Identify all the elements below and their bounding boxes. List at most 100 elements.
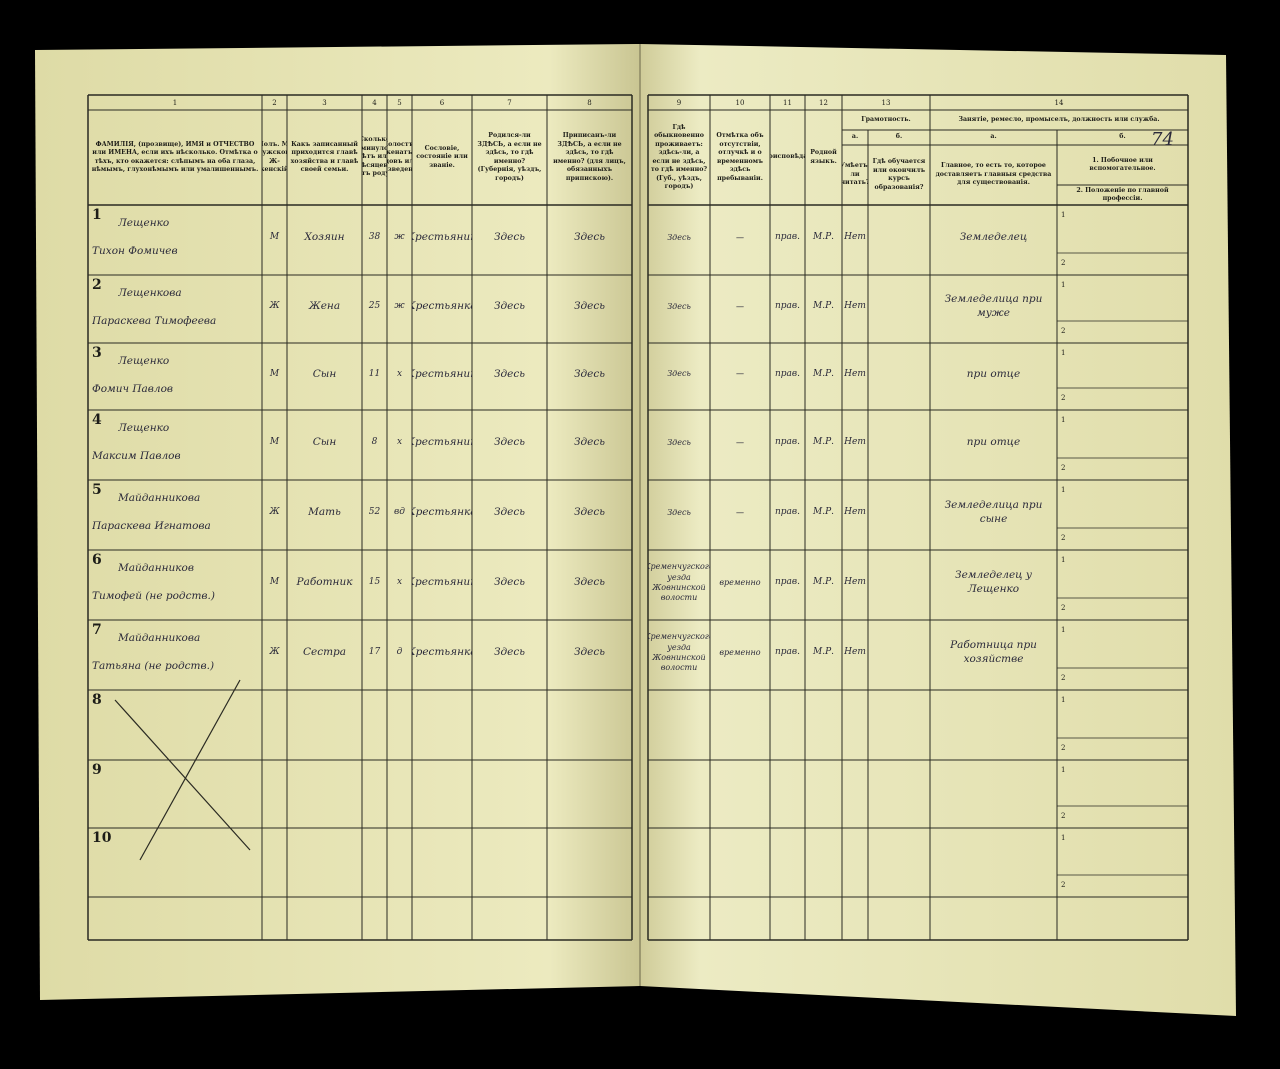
estate: Крестьянин [412, 576, 472, 589]
column-number: 7 [507, 98, 512, 107]
occupation: Работница при хозяйстве [950, 639, 1037, 665]
line-number: 2 [1061, 464, 1066, 472]
sub-letter: а. [990, 133, 997, 141]
column-title: Грамотность. [861, 115, 911, 123]
column-title: Отмѣтка объ отсутствіи, отлучкѣ и о врем… [716, 132, 764, 182]
religion: прав. [774, 647, 801, 658]
line-number: 1 [1061, 766, 1066, 774]
language: М.Р. [813, 232, 834, 243]
line-number: 2 [1061, 812, 1066, 820]
given-name: Фомич Павлов [92, 383, 174, 396]
line-number: 2 [1061, 394, 1066, 402]
birthplace: Здесь [493, 367, 525, 380]
column-title: Вѣроисповѣданіе. [770, 153, 805, 161]
column-number: 9 [676, 98, 682, 107]
table-grid [87, 94, 1189, 941]
row-number: 5 [92, 482, 102, 498]
marital: вд [394, 507, 405, 518]
column-number: 8 [587, 98, 592, 107]
row-number: 2 [92, 277, 102, 293]
relation: Сестра [302, 646, 347, 659]
sex: М [269, 437, 280, 448]
religion: прав. [774, 507, 801, 518]
line-number: 1 [1061, 211, 1066, 219]
column-number: 10 [735, 98, 745, 107]
row-number: 10 [92, 830, 112, 846]
column-number: 14 [1054, 98, 1064, 107]
sex: Ж [269, 647, 280, 658]
absence: — [736, 507, 744, 517]
registered: Здесь [573, 576, 605, 589]
registered: Здесь [573, 506, 605, 519]
absence: — [736, 301, 744, 311]
religion: прав. [774, 577, 801, 588]
given-name: Тимофей (не родств.) [92, 590, 215, 603]
sub-letter: б. [1119, 133, 1126, 141]
surname: Майданникова [118, 492, 201, 505]
sex: М [269, 577, 280, 588]
line-number: 1 [1061, 486, 1066, 494]
sex: М [269, 232, 280, 243]
rule [139, 679, 241, 861]
surname: Лещенко [118, 355, 170, 368]
sex: Ж [269, 507, 280, 518]
relation: Хозяин [304, 231, 345, 244]
row-number: 4 [92, 412, 102, 428]
birthplace: Здесь [493, 646, 525, 659]
rule [114, 699, 251, 851]
registered: Здесь [573, 231, 605, 244]
marital: х [396, 368, 403, 379]
birthplace: Здесь [493, 576, 525, 589]
column-title: Занятіе, ремесло, промыселъ, должность и… [958, 115, 1160, 123]
line-number: 1 [1061, 556, 1066, 564]
column-number: 12 [819, 98, 828, 107]
absence: — [736, 232, 744, 242]
column-title: Гдѣ обучается или окончилъ курсъ образов… [872, 158, 926, 191]
literacy: Нет [844, 232, 866, 243]
relation: Жена [308, 300, 341, 313]
occupation: Земледелица при сыне [944, 499, 1043, 525]
occupation: при отце [966, 367, 1021, 380]
estate: Крестьянка [412, 300, 472, 313]
given-name: Тихон Фомичев [92, 245, 178, 258]
column-number: 3 [322, 98, 327, 107]
column-title: Сколько минуло лѣтъ или мѣсяцевъ отъ род… [362, 136, 387, 178]
column-title: Главное, то есть то, которое доставляетъ… [935, 162, 1052, 187]
column-number: 6 [439, 98, 445, 107]
birthplace: Здесь [493, 231, 525, 244]
age: 17 [368, 647, 381, 658]
literacy: Нет [844, 301, 866, 312]
age: 8 [371, 437, 378, 448]
marital: ж [394, 301, 405, 312]
marital: ж [394, 232, 405, 243]
residence: Кременчугского уезда Жовнинской волости [648, 562, 710, 603]
literacy: Нет [844, 507, 866, 518]
estate: Крестьянка [412, 506, 472, 519]
column-number: 1 [172, 98, 178, 107]
residence: Здесь [667, 507, 691, 517]
column-number: 11 [783, 98, 792, 107]
registered: Здесь [573, 646, 605, 659]
line-number: 1 [1061, 834, 1066, 842]
religion: прав. [774, 368, 801, 379]
line-number: 1 [1061, 696, 1066, 704]
language: М.Р. [813, 647, 834, 658]
line-number: 1 [1061, 416, 1066, 424]
column-title: Полъ. М-мужской. Ж-женскій. [262, 140, 287, 174]
residence: Здесь [667, 369, 691, 379]
literacy: Нет [844, 647, 866, 658]
column-title: Сословіе, состояніе или званіе. [416, 144, 468, 169]
language: М.Р. [813, 507, 834, 518]
marital: д [396, 647, 403, 658]
estate: Крестьянин [412, 231, 472, 244]
absence: временно [719, 647, 761, 657]
given-name: Максим Павлов [92, 450, 181, 463]
line-number: 2 [1061, 744, 1066, 752]
line-number: 1 [1061, 349, 1066, 357]
column-number: 13 [881, 98, 891, 107]
row-number: 1 [92, 207, 102, 223]
language: М.Р. [813, 437, 834, 448]
surname: Майданников [118, 562, 194, 575]
row-number: 6 [92, 552, 102, 568]
